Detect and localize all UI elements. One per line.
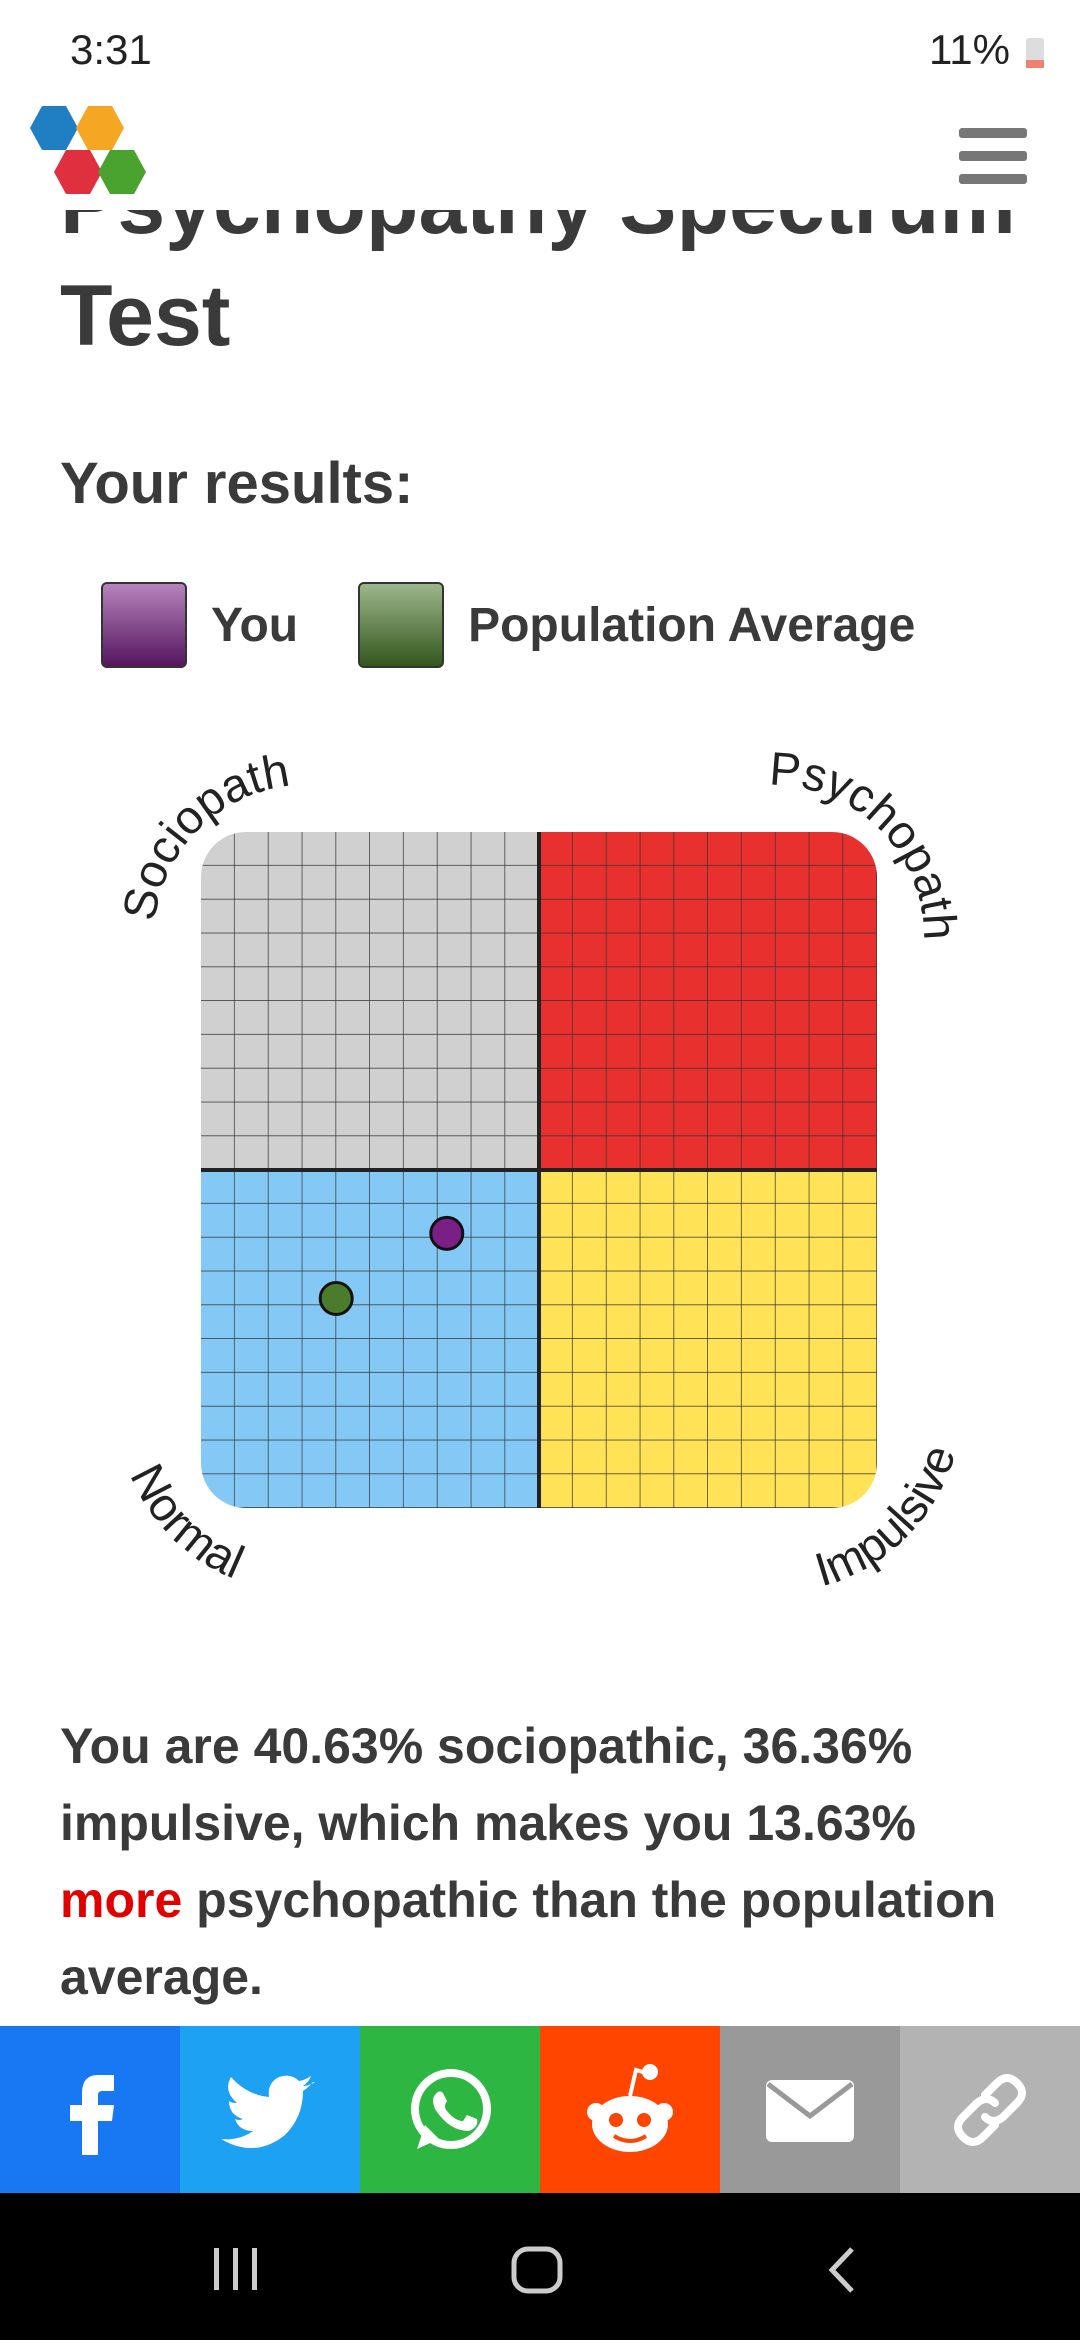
result-text-part: psychopathic than the population average… [60,1872,997,2005]
result-text-part: You are 40.63% sociopathic, 36.36% impul… [60,1718,916,1851]
status-time: 3:31 [70,26,152,73]
legend-label: You [211,598,299,652]
nav-recents[interactable] [214,2248,257,2290]
result-text: You are 40.63% sociopathic, 36.36% impul… [60,1708,1050,2016]
legend-swatch [358,582,445,668]
status-bar: 3:31 11% [0,0,1080,100]
menu-button[interactable] [955,124,1031,188]
share-bar [0,2026,1080,2193]
data-point [318,1280,354,1316]
share-link[interactable] [900,2026,1080,2193]
share-facebook[interactable] [0,2026,180,2193]
result-highlight: more [60,1872,183,1928]
share-email[interactable] [720,2026,900,2193]
site-header [0,100,1080,210]
share-whatsapp[interactable] [360,2026,540,2193]
nav-home[interactable] [511,2246,563,2294]
navigation-bar [0,2193,1080,2340]
share-reddit[interactable] [540,2026,720,2193]
legend-label: Population Average [468,598,916,652]
data-point [429,1215,465,1251]
logo[interactable] [28,102,168,206]
nav-back[interactable] [828,2247,854,2293]
results-heading: Your results: [60,451,414,516]
share-twitter[interactable] [180,2026,360,2193]
legend: You Population Average [101,580,915,670]
quadrants [201,832,877,1508]
battery-icon [1026,38,1044,68]
status-battery: 11% [929,26,1010,73]
legend-swatch [101,582,187,668]
